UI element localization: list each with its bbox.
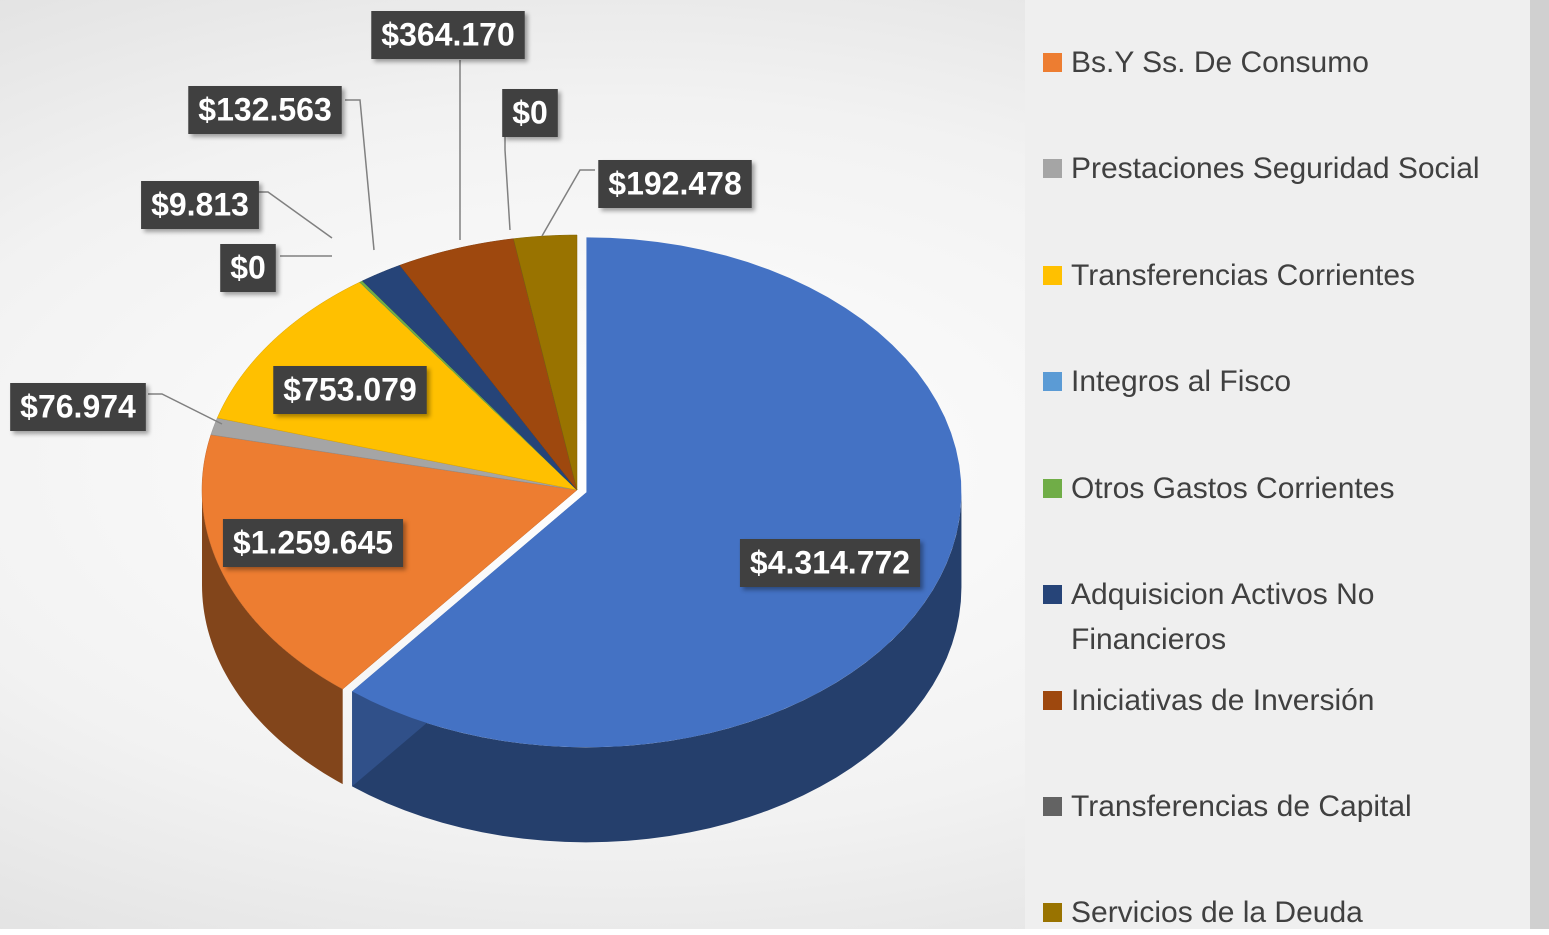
data-label-text: $364.170 <box>381 16 514 52</box>
data-label-text: $1.259.645 <box>233 524 393 560</box>
data-label: $0 <box>220 244 276 292</box>
pie-slice-side <box>202 490 343 785</box>
data-label-box <box>188 86 342 134</box>
legend-entry: Otros Gastos Corrientes <box>1043 466 1513 511</box>
data-label-text: $132.563 <box>198 91 331 127</box>
legend-entry: Integros al Fisco <box>1043 359 1513 404</box>
leader-line <box>148 393 223 425</box>
legend-entry: Prestaciones Seguridad Social <box>1043 146 1513 191</box>
data-label-box <box>222 519 404 567</box>
data-label: $753.079 <box>273 366 427 414</box>
legend-entry: Adquisicion Activos No Financieros <box>1043 572 1513 662</box>
legend-entry: Transferencias de Capital <box>1043 784 1513 829</box>
legend-label: Iniciativas de Inversión <box>1071 684 1375 717</box>
data-label-text: $753.079 <box>283 371 416 407</box>
legend-entry: Bs.Y Ss. De Consumo <box>1043 40 1513 85</box>
legend-label: Prestaciones Seguridad Social <box>1071 152 1480 185</box>
legend-swatch <box>1043 53 1062 72</box>
data-label: $1.259.645 <box>222 519 404 567</box>
legend-swatch <box>1043 903 1062 922</box>
pie-slice <box>352 237 962 748</box>
legend-swatch <box>1043 797 1062 816</box>
legend: Bs.Y Ss. De Consumo Prestaciones Segurida… <box>1025 0 1530 929</box>
data-label-box <box>141 181 259 229</box>
data-label-box <box>739 539 921 587</box>
data-label-text: $0 <box>512 94 548 130</box>
pie-slice-side <box>352 492 962 843</box>
pie-slice <box>513 234 578 491</box>
legend-entry: Transferencias Corrientes <box>1043 253 1513 298</box>
legend-swatch <box>1043 691 1062 710</box>
data-label-box <box>502 89 558 137</box>
legend-entry: Iniciativas de Inversión <box>1043 678 1513 723</box>
legend-label: Transferencias Corrientes <box>1071 259 1416 292</box>
legend-swatch <box>1043 585 1062 604</box>
data-label: $0 <box>502 89 558 137</box>
legend-swatch <box>1043 372 1062 391</box>
legend-label: Servicios de la Deuda <box>1071 896 1363 929</box>
data-label-text: $4.314.772 <box>750 544 910 580</box>
pie-slice <box>359 280 578 491</box>
data-label: $9.813 <box>141 181 259 229</box>
data-label: $192.478 <box>598 160 752 208</box>
data-label-box <box>10 383 146 431</box>
leader-line <box>345 99 375 251</box>
legend-label: Adquisicion Activos No Financieros <box>1071 578 1375 656</box>
data-label-box <box>220 244 276 292</box>
legend-swatch <box>1043 159 1062 178</box>
chart: $4.314.772 $1.259.645 $76.974 $753.079 $0 $9.… <box>10 11 962 843</box>
leader-line <box>504 135 511 231</box>
data-label-box <box>273 366 427 414</box>
data-label-text: $76.974 <box>20 388 136 424</box>
data-label: $132.563 <box>188 86 342 134</box>
data-label-box <box>598 160 752 208</box>
pie-slice <box>361 264 578 491</box>
legend-label: Bs.Y Ss. De Consumo <box>1071 46 1369 79</box>
data-label-box <box>371 11 525 59</box>
data-label-text: $9.813 <box>151 186 249 222</box>
legend-swatch <box>1043 266 1062 285</box>
leader-line <box>541 169 595 237</box>
legend-swatch <box>1043 479 1062 498</box>
pie-slice <box>399 238 578 491</box>
data-label-text: $192.478 <box>608 165 741 201</box>
data-label-text: $0 <box>230 249 266 285</box>
scroll-strip <box>1530 0 1549 929</box>
legend-label: Otros Gastos Corrientes <box>1071 472 1395 505</box>
leader-line <box>252 191 333 239</box>
data-label: $364.170 <box>371 11 525 59</box>
legend-label: Transferencias de Capital <box>1071 790 1412 823</box>
legend-label: Integros al Fisco <box>1071 365 1292 398</box>
data-label: $4.314.772 <box>739 539 921 587</box>
legend-entry: Servicios de la Deuda <box>1043 890 1513 935</box>
data-label: $76.974 <box>10 383 146 431</box>
